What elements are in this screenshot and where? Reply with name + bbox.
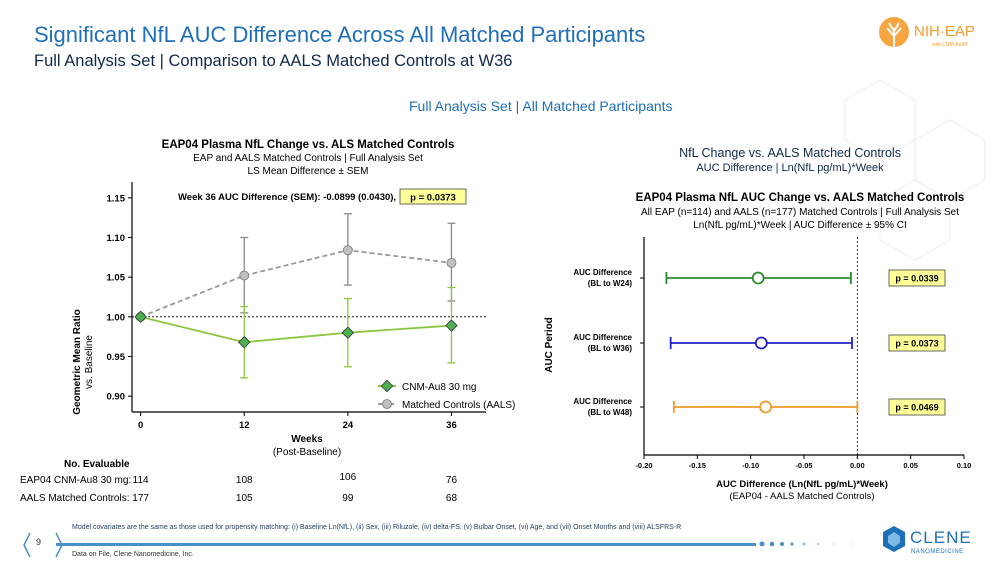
section-label: Full Analysis Set | All Matched Particip… (409, 98, 673, 114)
left-pvalue-box (399, 188, 467, 205)
estimate-point-w36 (754, 336, 768, 350)
evaluable-row-label-aals: AALS Matched Controls: (20, 493, 130, 504)
forest-xtick-label: -0.15 (689, 461, 706, 470)
left-chart-subtitle1: EAP and AALS Matched Controls | Full Ana… (193, 153, 423, 164)
left-legend: CNM-Au8 30 mg Matched Controls (AALS) (378, 379, 515, 411)
left-xtick-label: 0 (138, 420, 143, 431)
forest-xtick-label: 0.10 (957, 461, 972, 470)
data-point-cnm (238, 335, 251, 349)
left-ylabel: Geometric Mean Ratio (72, 309, 83, 415)
forest-plot-area: p = 0.0339 p = 0.0373 p = 0.0469 (665, 269, 946, 416)
left-chart-annotation: Week 36 AUC Difference (SEM): -0.0899 (0… (178, 192, 396, 203)
nih-eap-logo: NIH·EAP with CNM-Au8® (879, 17, 975, 48)
evaluable-row-label-cnm: EAP04 CNM-Au8 30 mg: (20, 475, 131, 486)
forest-heading1: NfL Change vs. AALS Matched Controls (679, 146, 901, 160)
clene-logo-subtext: NANOMEDICINE (911, 549, 964, 555)
evaluable-cell: 99 (342, 493, 354, 504)
left-ytick-label: 1.10 (107, 233, 126, 244)
footer-dots (759, 541, 853, 547)
hexagon-background-decoration (844, 79, 986, 261)
estimate-point-w24 (751, 271, 765, 285)
forest-row-sublabel-w36: (BL to W36) (588, 344, 633, 353)
forest-row-label-w36: AUC Difference (573, 333, 632, 342)
forest-xtick-label: 0.05 (903, 461, 918, 470)
evaluable-cell: 108 (236, 475, 253, 486)
left-chart-subtitle2: LS Mean Difference ± SEM (248, 166, 369, 177)
nih-logo-subtext: with CNM-Au8® (932, 41, 968, 48)
left-chart-title: EAP04 Plasma NfL Change vs. ALS Matched … (162, 139, 455, 151)
forest-ylabel: AUC Period (544, 317, 555, 373)
left-xtick-label: 36 (446, 420, 457, 431)
left-ytick-label: 1.15 (107, 193, 126, 204)
evaluable-cell: 76 (446, 475, 458, 486)
series-line-cnm (140, 315, 452, 344)
evaluable-table: No. Evaluable EAP04 CNM-Au8 30 mg: AALS … (20, 459, 457, 504)
pvalue-box-w24 (888, 269, 946, 287)
left-pvalue-text: p = 0.0373 (410, 193, 456, 204)
estimate-point-w48 (759, 400, 773, 414)
clene-hexagon-icon (883, 526, 905, 552)
left-xtick-label: 12 (239, 420, 250, 431)
data-point-aals (446, 257, 457, 268)
nfl-auc-forest-plot: EAP04 Plasma NfL AUC Change vs. AALS Mat… (544, 192, 971, 502)
evaluable-header: No. Evaluable (64, 459, 130, 470)
evaluable-cell: 177 (132, 493, 149, 504)
pvalue-box-w48 (888, 398, 946, 416)
page-subtitle: Full Analysis Set | Comparison to AALS M… (34, 52, 513, 70)
page-number: 9 (36, 537, 42, 547)
forest-xlabel2: (EAP04 - AALS Matched Controls) (729, 491, 874, 502)
forest-xtick-label: -0.10 (742, 461, 759, 470)
clene-logo: CLENE NANOMEDICINE (883, 526, 972, 555)
forest-title: EAP04 Plasma NfL AUC Change vs. AALS Mat… (636, 192, 965, 204)
forest-xtick-label: -0.20 (635, 461, 652, 470)
footnote: Model covariates are the same as those u… (72, 524, 682, 531)
forest-row-sublabel-w48: (BL to W48) (588, 408, 633, 417)
forest-subtitle1: All EAP (n=114) and AALS (n=177) Matched… (641, 207, 959, 218)
evaluable-cell: 105 (236, 493, 253, 504)
left-xtick-label: 24 (343, 420, 354, 431)
clene-logo-text: CLENE (910, 528, 972, 547)
forest-xtick-label: -0.05 (795, 461, 812, 470)
legend-label-cnm: CNM-Au8 30 mg (402, 382, 476, 393)
left-ytick-label: 0.90 (107, 392, 126, 403)
forest-xtick-label: 0.00 (850, 461, 865, 470)
nih-logo-text: NIH·EAP (914, 23, 975, 40)
data-point-aals (239, 270, 250, 281)
left-chart-axes: 0.90 0.95 1.00 1.05 1.10 1.15 0 12 24 36 (107, 182, 486, 431)
pvalue-text-w48: p = 0.0469 (895, 403, 938, 413)
left-ytick-label: 1.00 (107, 312, 126, 323)
left-ytick-label: 0.95 (107, 352, 126, 363)
left-ylabel2: vs. Baseline (84, 335, 95, 389)
data-point-cnm (445, 319, 458, 332)
legend-marker-aals (382, 399, 392, 409)
data-source: Data on File, Clene Nanomedicine, Inc. (72, 551, 194, 558)
left-xlabel: Weeks (291, 434, 323, 445)
evaluable-cell: 106 (340, 472, 357, 483)
forest-subtitle2: Ln(NfL pg/mL)*Week | AUC Difference ± 95… (693, 220, 907, 231)
legend-label-aals: Matched Controls (AALS) (402, 400, 515, 411)
page-title: Significant NfL AUC Difference Across Al… (34, 22, 646, 47)
data-point-aals (342, 245, 353, 256)
left-xlabel2: (Post-Baseline) (273, 447, 341, 458)
left-chart-plot-area (134, 213, 458, 379)
forest-row-label-w48: AUC Difference (573, 397, 632, 406)
pvalue-text-w24: p = 0.0339 (895, 274, 938, 284)
forest-xlabel: AUC Difference (Ln(NfL pg/mL)*Week) (716, 479, 888, 490)
forest-axes: -0.20 -0.15 -0.10 -0.05 0.00 0.05 0.10 AUC Diff… (573, 237, 971, 470)
forest-heading2: AUC Difference | Ln(NfL pg/mL)*Week (696, 162, 884, 174)
pvalue-box-w36 (888, 334, 946, 352)
evaluable-cell: 68 (446, 493, 458, 504)
forest-row-sublabel-w24: (BL to W24) (588, 279, 633, 288)
footer-divider (56, 543, 756, 546)
forest-row-label-w24: AUC Difference (573, 268, 632, 277)
evaluable-cell: 114 (133, 475, 149, 486)
legend-marker-cnm (380, 379, 394, 393)
pvalue-text-w36: p = 0.0373 (895, 339, 938, 349)
nfl-change-line-chart: EAP04 Plasma NfL Change vs. ALS Matched … (20, 139, 515, 504)
data-point-cnm (134, 310, 147, 324)
data-point-cnm (341, 326, 355, 339)
series-line-aals (140, 249, 452, 318)
tree-brain-icon (879, 17, 909, 47)
left-ytick-label: 1.05 (107, 273, 126, 284)
